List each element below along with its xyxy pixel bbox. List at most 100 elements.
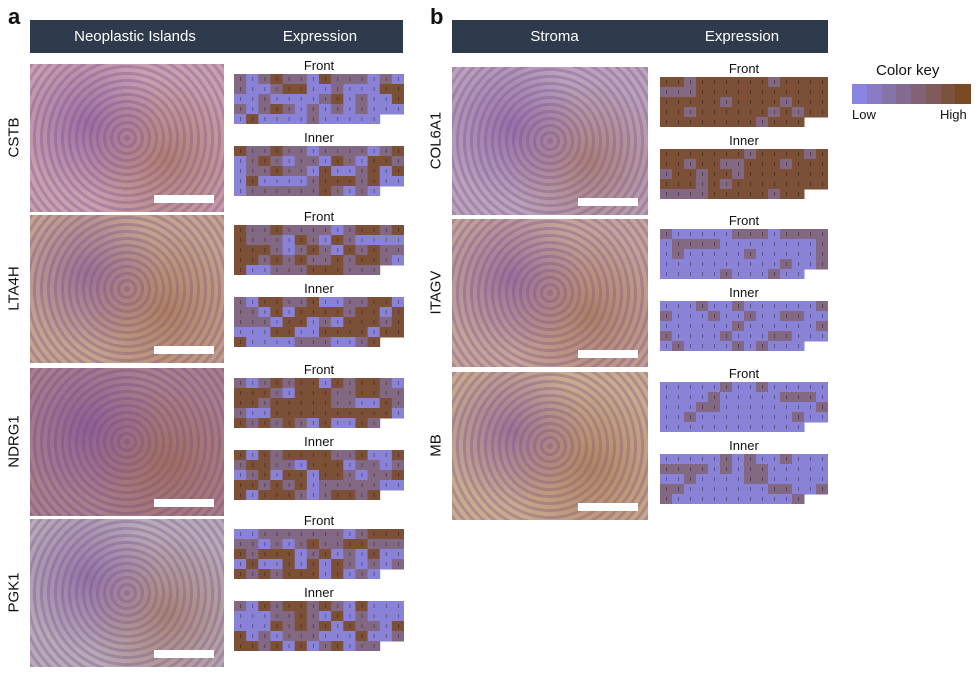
heatmap-cell [331,255,344,266]
heatmap-cell [391,470,404,481]
heatmap-cell [768,341,781,351]
heatmap-tick [264,493,266,497]
heatmap-tick [397,401,399,405]
color-key-segment [940,84,956,104]
heatmap-tick [240,340,242,344]
heatmap-cell [732,412,745,423]
heatmap-tick [325,624,327,628]
heatmap-tick [702,110,703,114]
heatmap-cell [708,412,721,423]
heatmap-tick [349,493,351,497]
heatmap-tick [288,228,290,232]
heatmap-tick [252,300,254,304]
heatmap-tick [726,162,727,166]
heatmap-cell [708,311,721,322]
heatmap-cell [319,166,332,177]
heatmap-cell [270,408,284,419]
heatmap-tick [822,172,823,176]
heatmap-tick [798,425,799,429]
heatmap-tick [373,107,375,111]
heatmap-cell [816,301,828,312]
heatmap-tick [300,97,302,101]
inner-label: Inner [304,130,334,145]
heatmap-tick [714,304,715,308]
heatmap-tick [361,87,363,91]
heatmap-tick [361,572,363,576]
heatmap-cell [672,464,685,475]
heatmap-tick [397,391,399,395]
heatmap-tick [810,172,811,176]
heatmap-tick [252,483,254,487]
heatmap-cell [672,494,685,504]
heatmap-tick [397,411,399,415]
heatmap-tick [337,320,339,324]
heatmap-cell [696,402,709,413]
heatmap-tick [762,415,763,419]
heatmap-cell [391,631,404,642]
heatmap-tick [822,304,823,308]
heatmap-cell [343,529,356,540]
heatmap-cell [684,321,697,332]
heatmap-cell [379,450,393,461]
heatmap-cell [246,225,259,236]
heatmap-cell [756,494,769,504]
heatmap-tick [288,463,290,467]
heatmap-cell [246,307,259,318]
heatmap-tick [702,467,703,471]
heatmap-tick [264,149,266,153]
heatmap-tick [300,77,302,81]
heatmap-cell [234,398,247,409]
heatmap-cell [246,186,259,196]
heatmap-cell [246,166,259,177]
heatmap-cell [355,74,369,85]
heatmap-tick [822,487,823,491]
heatmap-cell [696,169,709,180]
heatmap-tick [312,542,314,546]
heatmap-cell [306,529,320,540]
heatmap-tick [397,542,399,546]
heatmap-tick [678,100,679,104]
heatmap-cell [660,392,673,403]
heatmap-tick [349,381,351,385]
heatmap-tick [385,107,387,111]
heatmap-cell [391,621,404,632]
heatmap-tick [349,149,351,153]
heatmap-tick [750,80,751,84]
heatmap-tick [373,493,375,497]
a-tissue-image-0 [30,64,224,212]
heatmap-cell [768,169,781,180]
heatmap-tick [762,334,763,338]
heatmap-cell [234,450,247,461]
heatmap-cell [804,249,817,260]
heatmap-cell [355,146,369,157]
heatmap-cell [816,464,828,475]
heatmap-tick [798,110,799,114]
heatmap-tick [240,268,242,272]
heatmap-tick [264,268,266,272]
heatmap-cell [294,601,308,612]
heatmap-cell [294,621,308,632]
heatmap-tick [678,415,679,419]
heatmap-tick [702,152,703,156]
heatmap-tick [349,421,351,425]
heatmap-cell [319,450,332,461]
heatmap-cell [270,74,284,85]
heatmap-tick [361,320,363,324]
heatmap-cell [720,382,733,393]
heatmap-tick [300,421,302,425]
heatmap-tick [726,425,727,429]
heatmap-tick [276,391,278,395]
heatmap-tick [325,604,327,608]
heatmap-cell [672,311,685,322]
heatmap-tick [786,192,787,196]
heatmap-cell [246,529,259,540]
heatmap-cell [246,480,259,491]
heatmap-tick [690,324,691,328]
heatmap-cell [756,77,769,88]
heatmap-tick [361,624,363,628]
heatmap-cell [234,480,247,491]
heatmap-cell [234,176,247,187]
heatmap-cell [816,402,828,413]
heatmap-tick [240,532,242,536]
heatmap-tick [690,497,691,501]
